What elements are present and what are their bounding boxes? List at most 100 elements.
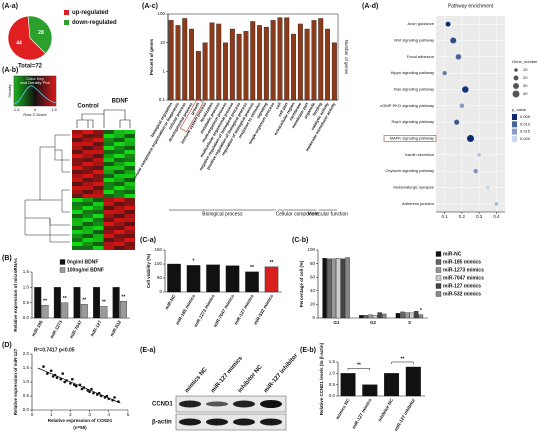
heat-cell [93,130,104,134]
heat-cell [103,154,114,158]
heat-cell [103,194,114,198]
blot-band [260,418,282,426]
heat-cell [72,242,83,246]
point [74,384,78,388]
bar [291,33,296,101]
heat-cell [114,194,125,198]
y-axis-label: Percentage of cell (%) [299,260,304,307]
y-tick-label: 0.5 [329,382,336,387]
heat-cell [93,186,104,190]
x-tick-label: miR-127 mimics [351,397,373,430]
heat-cell [93,246,104,250]
heat-cell [114,166,125,170]
legend-swatch [512,121,517,128]
x-tick-label: S [408,320,411,325]
bar [189,28,194,101]
heat-cell [82,194,93,198]
heat-cell [103,186,114,190]
sample-note: (n=55) [73,425,87,430]
legend-swatch [64,10,69,15]
heat-cell [103,246,114,250]
heat-cell [82,142,93,146]
key-tick: 0 [34,107,37,112]
heat-cell [114,142,125,146]
bar [382,313,387,319]
heat-cell [114,214,125,218]
key-title: and Density Plot [20,80,50,85]
panel-label: (A-d) [362,3,378,10]
heat-cell [114,154,125,158]
heat-cell [114,198,125,202]
bar [297,23,303,101]
heat-cell [114,130,125,134]
dot [442,71,447,76]
heat-cell [114,210,125,214]
y-tick-label: 50 [157,275,163,280]
heat-cell [72,158,83,162]
pathway-label: Oxytocin signaling pathway [386,168,434,173]
legend-label: down-regulated [72,20,117,26]
pathway-label: Rap1 signaling pathway [392,119,434,124]
x-tick-label: G1 [333,320,340,325]
x-tick-label: 0.2 [459,214,466,219]
slice-label: 44 [16,40,22,46]
point [69,382,72,385]
legend-label: 20 [523,75,528,80]
total-label: Total=72 [18,64,43,70]
group-label: Biological process [202,211,243,217]
heat-cell [124,134,135,138]
bar [168,20,174,101]
legend-swatch [64,20,69,25]
point [51,375,55,378]
heat-cell [114,138,125,142]
bar [175,25,181,101]
density-curve [13,85,57,105]
heat-cell [82,178,93,182]
bar [225,265,240,293]
group-label: Control [77,104,99,110]
heat-cell [114,178,125,182]
trend-line [37,367,121,404]
y-axis-label: Cell viability (%) [146,253,151,288]
heat-cell [124,146,135,150]
x-tick-label: cellular component organization or bioge… [131,101,180,181]
heat-cell [93,198,104,202]
bar [311,20,317,101]
legend-dot [512,90,520,98]
pathway-label: Focal adhesion [407,54,434,59]
heat-cell [124,170,135,174]
heat-cell [103,182,114,186]
heat-cell [93,178,104,182]
heat-cell [103,190,114,194]
y-tick-label: 150 [154,247,162,252]
heat-cell [124,150,135,154]
x-tick-label: miR-127 inhibitor [393,397,416,432]
bar [331,42,337,101]
x-tick-label: miR-7047 [69,319,84,339]
x-tick-label: miR-185 mimics [175,293,197,326]
heat-cell [93,134,104,138]
bar [120,300,127,319]
bar [263,26,269,101]
column-dendrogram [76,109,131,128]
heat-cell [82,230,93,234]
heat-cell [82,150,93,154]
legend-label: miR-7047 mimics [443,275,484,281]
y-tick-label: 0.0 [23,315,30,320]
bar [336,258,341,319]
slice-label: 28 [38,30,44,36]
y-tick-label: 0.5 [23,300,30,305]
x-tick-label: 2 [69,412,72,417]
heat-cell [114,206,125,210]
heat-cell [124,210,135,214]
heat-cell [82,202,93,206]
heat-cell [72,214,83,218]
heat-cell [103,198,114,202]
pathway-label: Hippo signaling pathway [391,70,434,75]
bar [80,304,88,319]
heat-cell [82,186,93,190]
lane-label: mimics NC [184,366,209,394]
blot-band [233,418,255,426]
heat-cell [124,162,135,166]
